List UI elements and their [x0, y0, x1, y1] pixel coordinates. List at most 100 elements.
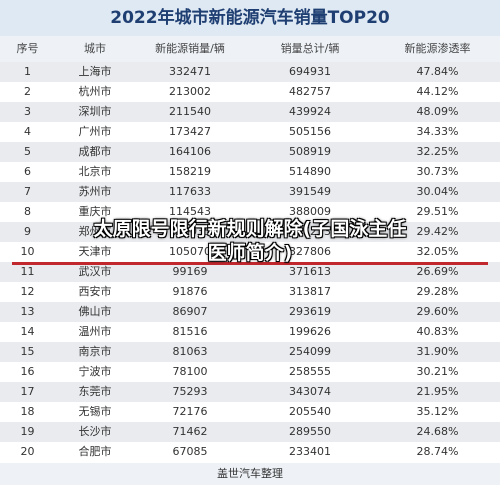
table-cell: 18 — [20, 405, 35, 418]
table-row — [0, 142, 500, 162]
table-cell: 16 — [20, 365, 35, 378]
table-cell: 48.09% — [416, 105, 459, 118]
table-row — [0, 282, 500, 302]
table-cell: 293619 — [289, 305, 331, 318]
table-cell: 6 — [24, 165, 31, 178]
table-cell: 508919 — [289, 145, 331, 158]
table-cell: 44.12% — [416, 85, 459, 98]
table-cell: 86907 — [172, 305, 208, 318]
table-cell: 158219 — [169, 165, 211, 178]
table-cell: 21.95% — [416, 385, 459, 398]
table-cell: 佛山市 — [78, 305, 112, 318]
table-cell: 郑州市 — [78, 225, 112, 238]
table-row — [0, 222, 500, 242]
table-cell: 北京市 — [78, 165, 112, 178]
table-cell: 5 — [24, 145, 31, 158]
table-cell: 14 — [20, 325, 35, 338]
table-cell: 1 — [24, 65, 31, 78]
table-cell: 164106 — [169, 145, 211, 158]
table-cell: 15 — [20, 345, 35, 358]
table-cell: 24.68% — [416, 425, 459, 438]
table-row — [0, 62, 500, 82]
title: 2022年城市新能源汽车销量TOP20 — [0, 0, 500, 36]
table-cell: 34.33% — [416, 125, 459, 138]
table-cell: 32.25% — [416, 145, 459, 158]
table-cell: 深圳市 — [78, 105, 112, 118]
footer: 盖世汽车整理 — [0, 463, 500, 485]
table-cell: 75293 — [172, 385, 208, 398]
table-row — [0, 202, 500, 222]
table-cell: 482757 — [289, 85, 331, 98]
table-cell: 东莞市 — [78, 385, 112, 398]
table-cell: 广州市 — [78, 125, 112, 138]
header-cell: 序号 — [16, 42, 39, 55]
table-cell: 西安市 — [78, 285, 112, 298]
table-cell: 长沙市 — [78, 425, 112, 438]
table-cell: 313817 — [289, 285, 331, 298]
table-cell: 367213 — [289, 225, 331, 238]
table-cell: 67085 — [172, 445, 208, 458]
table-cell: 天津市 — [78, 245, 112, 258]
table-row — [0, 362, 500, 382]
table-cell: 9 — [24, 225, 31, 238]
table-row — [0, 262, 500, 282]
table-cell: 温州市 — [78, 325, 112, 338]
table-cell: 合肥市 — [78, 445, 112, 458]
table-cell: 199626 — [289, 325, 331, 338]
table-cell: 成都市 — [78, 145, 112, 158]
table-cell: 211540 — [169, 105, 211, 118]
table-cell: 117633 — [169, 185, 211, 198]
table-cell: 78100 — [172, 365, 208, 378]
table-row — [0, 322, 500, 342]
table-cell: 上海市 — [78, 65, 112, 78]
table-cell: 11 — [20, 265, 35, 278]
header-cell: 新能源渗透率 — [404, 42, 471, 55]
table-row — [0, 442, 500, 462]
table-cell: 4 — [24, 125, 31, 138]
caption-line: 医师简介) — [207, 242, 293, 264]
table-cell: 30.04% — [416, 185, 459, 198]
table-cell: 258555 — [289, 365, 331, 378]
table-row — [0, 302, 500, 322]
table-cell: 371613 — [289, 265, 331, 278]
table-cell: 8 — [24, 205, 31, 218]
table-row — [0, 242, 500, 262]
table-cell: 29.51% — [416, 205, 459, 218]
table-cell: 254099 — [289, 345, 331, 358]
table-cell: 694931 — [289, 65, 331, 78]
table-cell: 31.90% — [416, 345, 459, 358]
table-cell: 29.28% — [416, 285, 459, 298]
table-cell: 439924 — [289, 105, 331, 118]
table-cell: 40.83% — [416, 325, 459, 338]
table-cell: 173427 — [169, 125, 211, 138]
table-cell: 81063 — [172, 345, 208, 358]
table-cell: 71462 — [172, 425, 208, 438]
header-cell: 城市 — [84, 42, 106, 55]
table-cell: 10 — [20, 245, 35, 258]
table-cell: 无锡市 — [78, 405, 112, 418]
table-cell: 332471 — [169, 65, 211, 78]
table-cell: 343074 — [289, 385, 331, 398]
table-cell: 20 — [20, 445, 35, 458]
header-cell: 新能源销量/辆 — [155, 42, 225, 55]
caption-line: 太原限号限行新规则解除(子国泳主任 — [93, 218, 407, 240]
table-cell: 514890 — [289, 165, 331, 178]
table-cell: 29.60% — [416, 305, 459, 318]
table-cell: 205540 — [289, 405, 331, 418]
table-cell: 13 — [20, 305, 35, 318]
table-cell: 114543 — [169, 205, 211, 218]
table-cell: 7 — [24, 185, 31, 198]
table-row — [0, 342, 500, 362]
table-cell: 108035 — [169, 225, 211, 238]
table-row — [0, 122, 500, 142]
table-cell: 81516 — [172, 325, 208, 338]
table-cell: 30.73% — [416, 165, 459, 178]
table-cell: 2 — [24, 85, 31, 98]
table-cell: 重庆市 — [78, 205, 112, 218]
table-cell: 388009 — [289, 205, 331, 218]
table-cell: 213002 — [169, 85, 211, 98]
table-cell: 19 — [20, 425, 35, 438]
table-cell: 35.12% — [416, 405, 459, 418]
table-cell: 苏州市 — [78, 185, 112, 198]
table-cell: 26.69% — [416, 265, 459, 278]
